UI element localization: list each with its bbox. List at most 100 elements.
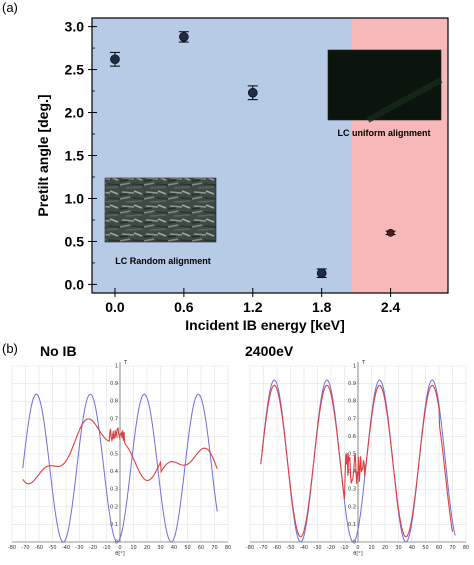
red-curve <box>260 384 454 538</box>
x-tick-label: -10 <box>340 545 348 551</box>
subplot-title: No IB <box>40 343 77 359</box>
subplot-title: 2400eV <box>245 343 294 359</box>
red-curve <box>22 418 218 485</box>
x-tick-label: 40 <box>409 545 415 551</box>
y-tick-label: 0 <box>115 540 118 546</box>
y-axis-title: T <box>123 360 128 366</box>
inset-random-alignment: LC Random alignment <box>104 177 217 266</box>
x-tick-label: -50 <box>286 545 294 551</box>
y-tick-label: 0.5 <box>348 452 356 458</box>
x-tick-label: -80 <box>8 545 16 551</box>
x-tick-label: 0 <box>118 545 121 551</box>
inset-caption: LC uniform alignment <box>338 128 431 138</box>
x-tick-label: -60 <box>35 545 43 551</box>
y-tick-label: 0.4 <box>348 469 356 475</box>
y-tick-label: 0 <box>353 540 356 546</box>
x-tick-label: 10 <box>130 545 136 551</box>
x-tick-label: -10 <box>102 545 110 551</box>
x-tick-label: 0.0 <box>105 299 125 315</box>
y-tick-label: 0.5 <box>110 452 118 458</box>
panel-a-label: (a) <box>2 0 18 15</box>
y-tick-label: 1 <box>353 364 356 370</box>
transmittance-chart-2400ev: -80 -70 -60 -50 -40 -30 -20 -10 0 10 20 30 40 50 60 70 8… <box>245 343 469 557</box>
x-tick-label: -80 <box>246 545 254 551</box>
x-tick-label: 60 <box>436 545 442 551</box>
y-tick-label: 0.4 <box>110 469 118 475</box>
marker <box>386 229 395 237</box>
marker <box>179 32 189 42</box>
data-point <box>178 31 189 43</box>
x-tick-label: 80 <box>225 545 231 551</box>
marker <box>247 87 258 98</box>
y-tick-label: 1 <box>115 364 118 370</box>
inset-image <box>104 177 217 243</box>
panel-b-label: (b) <box>2 341 18 356</box>
x-tick-label: 50 <box>422 545 428 551</box>
y-tick-label: 0.8 <box>348 399 356 405</box>
y-axis-title: T <box>361 360 366 366</box>
x-tick-label: -30 <box>75 545 83 551</box>
y-tick-label: 2.0 <box>65 105 85 121</box>
x-tick-label: -60 <box>273 545 281 551</box>
data-point <box>247 85 258 101</box>
x-tick-label: 40 <box>171 545 177 551</box>
y-tick-label: 0.2 <box>348 504 356 510</box>
x-axis-title: θ[°] <box>115 551 125 557</box>
inset-sheen <box>366 77 443 123</box>
y-tick-label: 1.0 <box>65 190 85 206</box>
x-tick-label: 50 <box>184 545 190 551</box>
y-tick-label: 1.5 <box>65 148 85 164</box>
data-points <box>109 31 396 279</box>
x-tick-label: 20 <box>144 545 150 551</box>
y-tick-label: 3.0 <box>65 19 85 35</box>
y-tick-label: 0.7 <box>348 416 356 422</box>
x-tick-label: 1.2 <box>243 299 263 315</box>
x-tick-label: -70 <box>21 545 29 551</box>
x-tick-label: 30 <box>157 545 163 551</box>
region-0 <box>92 18 352 293</box>
x-tick-label: -20 <box>89 545 97 551</box>
y-tick-label: 0.7 <box>110 416 118 422</box>
x-tick-label: -70 <box>259 545 267 551</box>
marker <box>316 268 327 279</box>
x-tick-label: 20 <box>382 545 388 551</box>
x-tick-label: 80 <box>463 545 469 551</box>
x-tick-label: 70 <box>211 545 217 551</box>
y-tick-label: 0.2 <box>110 504 118 510</box>
x-tick-label: 0.6 <box>174 299 194 315</box>
x-tick-label: 70 <box>449 545 455 551</box>
y-tick-label: 2.5 <box>65 62 85 78</box>
inset-caption: LC Random alignment <box>115 256 211 266</box>
x-tick-label: 60 <box>198 545 204 551</box>
x-axis-title: θ[°] <box>353 551 363 557</box>
y-tick-label: 0.9 <box>110 381 118 387</box>
y-axis-title: Pretilt angle [deg.] <box>35 94 51 216</box>
x-tick-label: 1.8 <box>312 299 332 315</box>
x-tick-label: 10 <box>368 545 374 551</box>
data-point <box>109 51 120 67</box>
x-tick-label: -30 <box>313 545 321 551</box>
transmittance-chart-no-ib: -80 -70 -60 -50 -40 -30 -20 -10 0 10 20 30 40 50 60 70 8… <box>8 343 231 557</box>
x-tick-label: 30 <box>395 545 401 551</box>
y-tick-label: 0.6 <box>348 434 356 440</box>
x-tick-label: 0 <box>356 545 359 551</box>
axis-ticks: 0.0 0.6 1.2 1.8 2.4 0.0 0.5 1.0 1.5 2.0 2.5 3.0 <box>65 19 401 315</box>
x-tick-label: -40 <box>300 545 308 551</box>
x-tick-label: -20 <box>327 545 335 551</box>
x-axis-title: Incident IB energy [keV] <box>185 317 344 333</box>
blue-curve <box>22 393 218 543</box>
y-tick-label: 0.1 <box>110 522 118 528</box>
y-tick-label: 0.0 <box>65 276 85 292</box>
y-tick-label: 0.1 <box>348 522 356 528</box>
y-tick-label: 0.9 <box>348 381 356 387</box>
data-point <box>385 229 396 237</box>
marker <box>110 54 120 65</box>
y-tick-label: 0.3 <box>110 487 118 493</box>
inset-uniform-alignment: LC uniform alignment <box>327 49 443 138</box>
x-tick-label: 2.4 <box>381 299 401 315</box>
y-tick-label: 0.5 <box>65 233 85 249</box>
x-tick-label: -40 <box>62 545 70 551</box>
y-tick-label: 0.8 <box>110 399 118 405</box>
